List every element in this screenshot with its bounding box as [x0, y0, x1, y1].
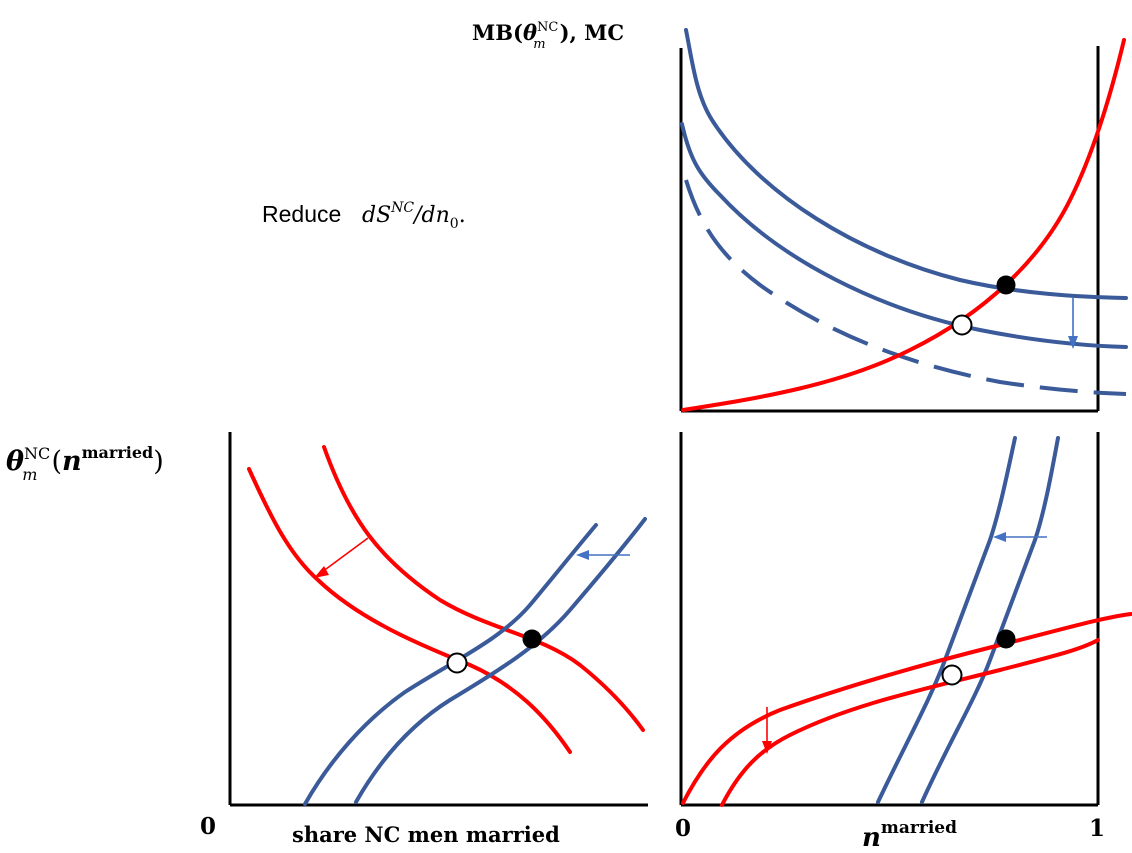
- br-blue-curve-shifted: [876, 436, 1017, 804]
- ylabel-sub: m: [533, 37, 545, 52]
- ylabel-end: ), MC: [560, 20, 625, 45]
- mc-curve: [681, 38, 1126, 412]
- br-blue-curve-original: [920, 436, 1060, 804]
- formula-main: dS: [362, 203, 391, 228]
- top-equilibrium-original: [996, 275, 1016, 295]
- br-xlabel-sup: married: [881, 818, 957, 838]
- top-shift-arrowhead: [1068, 336, 1078, 349]
- bl-red-curve-original: [322, 445, 645, 732]
- br-xlabel-n: n: [862, 823, 881, 853]
- bl-red-shift-arrow: [321, 537, 369, 573]
- bl-ylabel-open: (: [51, 446, 62, 477]
- br-tick-right: 1: [1089, 815, 1105, 842]
- bl-blue-shift-arrowhead: [576, 550, 589, 560]
- bl-ylabel: θNC m (nmarried): [6, 443, 164, 484]
- top-panel-ylabel: MB(θNC m ), MC: [472, 20, 624, 52]
- bl-equilibrium-original: [522, 629, 542, 649]
- bl-equilibrium-new: [446, 652, 468, 674]
- annotation: Reduce dSNC/dn0.: [262, 200, 466, 232]
- formula-div: /dn: [412, 203, 450, 228]
- bl-ylabel-sub: m: [22, 465, 37, 484]
- formula-sup: NC: [390, 200, 414, 216]
- bl-blue-curve-shifted: [303, 523, 598, 806]
- bl-blue-curve-original: [354, 517, 647, 804]
- bl-origin: 0: [200, 813, 216, 840]
- br-equilibrium-original: [996, 629, 1016, 649]
- annotation-formula: dSNC/dn0.: [362, 200, 466, 232]
- bottom-left-panel: θNC m (nmarried) 0 share NC men married: [6, 432, 648, 847]
- bl-red-shift-arrowhead: [314, 566, 329, 578]
- br-tick-left: 0: [675, 815, 691, 842]
- annotation-prefix: Reduce: [262, 201, 341, 227]
- bl-ylabel-sup: NC: [24, 444, 50, 463]
- bl-red-curve-shifted: [247, 467, 572, 754]
- bl-xlabel: share NC men married: [292, 822, 560, 847]
- br-red-curve-original: [681, 612, 1132, 805]
- ylabel-theta: θ: [523, 20, 537, 45]
- bl-ylabel-n: n: [62, 446, 82, 477]
- bl-ylabel-close: ): [153, 446, 164, 477]
- br-xlabel: nmarried: [862, 818, 957, 853]
- ylabel-sup: NC: [537, 20, 558, 35]
- mb-curve-original: [684, 28, 1128, 300]
- bottom-right-panel: 0 1 nmarried: [675, 432, 1132, 853]
- formula-sub: 0: [450, 216, 459, 232]
- bl-ylabel-n-sup: married: [82, 443, 154, 462]
- ylabel-mb: MB(: [472, 20, 523, 45]
- mb-curve-shifted: [680, 122, 1128, 349]
- br-red-shift-arrowhead: [762, 741, 772, 754]
- br-equilibrium-new: [941, 664, 963, 686]
- mb-curve-dashed: [684, 179, 1127, 396]
- br-blue-shift-arrowhead: [993, 532, 1006, 542]
- br-red-curve-shifted: [720, 638, 1100, 807]
- formula-end: .: [459, 203, 466, 228]
- top-panel: MB(θNC m ), MC: [472, 20, 1128, 413]
- bl-ylabel-theta: θ: [6, 446, 24, 477]
- top-equilibrium-new: [951, 314, 973, 336]
